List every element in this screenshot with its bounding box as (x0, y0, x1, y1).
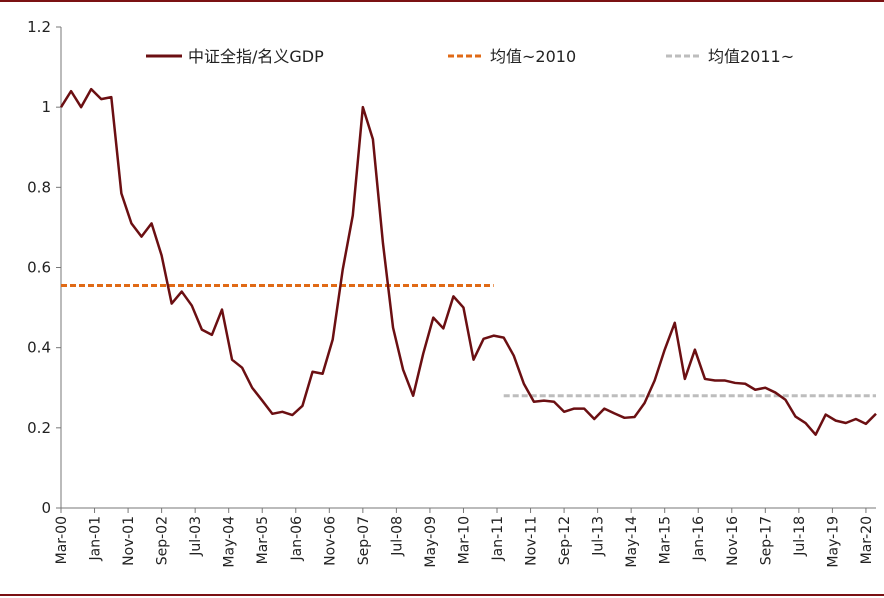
x-tick-label: Mar-10 (456, 516, 472, 564)
y-tick-label: 0.4 (27, 339, 51, 357)
x-tick-label: May-19 (825, 516, 841, 568)
x-tick-label: Jan-11 (490, 516, 506, 561)
legend-label-mean-from-2011: 均值2011~ (708, 47, 794, 66)
bottom-rule (0, 594, 884, 596)
y-tick-label: 0.8 (27, 178, 51, 196)
legend-label-index-ratio: 中证全指/名义GDP (188, 47, 324, 66)
x-tick-label: Sep-02 (155, 516, 171, 565)
x-tick-label: Jul-13 (591, 516, 607, 557)
x-tick-label: Jan-01 (88, 516, 104, 561)
x-tick-label: Sep-17 (758, 516, 774, 565)
x-tick-label: Mar-05 (255, 516, 271, 564)
legend-item-mean-from-2011: 均值2011~ (666, 47, 794, 66)
x-tick-label: Sep-07 (356, 516, 372, 565)
y-tick-label: 1.2 (27, 18, 51, 36)
x-tick-label: Mar-15 (658, 516, 674, 564)
legend-item-mean-to-2010: 均值~2010 (448, 47, 576, 66)
x-tick-label: Nov-16 (725, 516, 741, 566)
legend-label-mean-to-2010: 均值~2010 (490, 47, 576, 66)
series-line-index-ratio (59, 87, 877, 436)
chart-axes (60, 27, 876, 509)
x-tick-label: May-14 (624, 516, 640, 568)
y-tick-labels: 0 0.2 0.4 0.6 0.8 1 1.2 (27, 18, 61, 517)
x-tick-label: Sep-12 (557, 516, 573, 565)
x-tick-label: Nov-01 (121, 516, 137, 566)
x-tick-label: Jan-16 (691, 516, 707, 562)
x-tick-label: Mar-20 (859, 516, 875, 564)
x-tick-labels: Mar-00 Jan-01 Nov-01 Sep-02 Jul-03 May-04 Mar-… (54, 508, 875, 568)
x-tick-label: Nov-11 (524, 516, 540, 566)
x-tick-label: May-09 (423, 516, 439, 568)
x-tick-label: Jul-18 (792, 516, 808, 557)
legend-item-index-ratio: 中证全指/名义GDP (146, 47, 324, 66)
y-tick-label: 0 (41, 499, 51, 517)
y-tick-label: 0.2 (27, 419, 51, 437)
x-tick-label: Nov-06 (322, 516, 338, 566)
x-tick-label: May-04 (222, 516, 238, 568)
series-layer (59, 87, 877, 436)
x-tick-label: Jul-08 (389, 516, 405, 557)
legend: 中证全指/名义GDP 均值~2010 均值2011~ (146, 47, 794, 66)
x-tick-label: Jan-06 (289, 516, 305, 562)
y-tick-label: 0.6 (27, 259, 51, 277)
y-tick-label: 1 (41, 98, 51, 116)
x-tick-label: Jul-03 (188, 516, 204, 557)
x-tick-label: Mar-00 (54, 516, 70, 564)
top-rule (0, 0, 884, 2)
